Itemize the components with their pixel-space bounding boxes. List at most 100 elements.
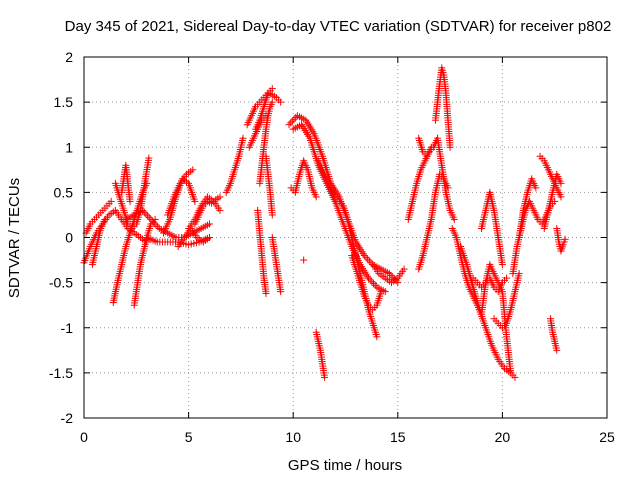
data-point: [126, 197, 134, 205]
series-t11: [159, 175, 199, 237]
data-point: [365, 257, 373, 265]
x-tick-label: 5: [185, 429, 193, 445]
y-tick-label: 2: [65, 49, 73, 65]
data-point: [268, 85, 276, 93]
series-t45: [553, 224, 569, 255]
data-point: [277, 98, 285, 106]
data-point: [300, 256, 308, 264]
data-point: [150, 219, 158, 227]
data-point: [107, 197, 115, 205]
data-point: [511, 373, 519, 381]
series-t27: [348, 252, 385, 314]
series-t15: [222, 134, 247, 196]
series-t37: [469, 274, 511, 296]
series-t02: [82, 197, 115, 237]
data-point: [366, 276, 374, 284]
data-point: [268, 98, 276, 106]
data-point: [154, 223, 162, 231]
series-t33: [431, 64, 454, 151]
data-point: [446, 143, 454, 151]
series-t05: [111, 154, 153, 232]
y-tick-label: -0.5: [49, 275, 73, 291]
x-tick-label: 20: [495, 429, 511, 445]
series-t34: [415, 134, 435, 160]
data-point: [139, 206, 147, 214]
x-tick-label: 25: [599, 429, 615, 445]
data-points: [80, 64, 569, 381]
data-point: [140, 208, 148, 216]
series-t26: [314, 157, 381, 341]
data-point: [370, 280, 378, 288]
data-point: [277, 288, 285, 296]
data-point: [145, 214, 153, 222]
data-point: [206, 234, 214, 241]
data-point: [290, 115, 298, 123]
y-axis-label: SDTVAR / TECUs: [6, 178, 23, 298]
series-t39: [490, 270, 523, 332]
data-point: [368, 278, 376, 286]
data-point: [553, 346, 561, 354]
y-tick-label: -1.5: [49, 365, 73, 381]
y-tick-label: 1.5: [54, 94, 74, 110]
y-tick-label: -2: [61, 410, 74, 426]
data-point: [216, 193, 224, 201]
data-point: [532, 184, 540, 192]
series-t43: [540, 170, 565, 232]
x-tick-label: 10: [285, 429, 301, 445]
data-point: [362, 253, 370, 261]
series-t29: [312, 328, 329, 381]
data-point: [444, 184, 452, 192]
data-point: [206, 220, 214, 228]
y-tick-label: 0.5: [54, 184, 74, 200]
data-point: [147, 215, 155, 223]
chart-title: Day 345 of 2021, Sidereal Day-to-day VTE…: [65, 18, 612, 35]
data-point: [321, 373, 329, 381]
data-point: [268, 211, 276, 219]
x-tick-label: 0: [80, 429, 88, 445]
data-point: [385, 270, 393, 278]
data-point: [450, 215, 458, 223]
data-point: [365, 274, 373, 282]
data-point: [144, 212, 152, 220]
data-point: [285, 121, 293, 129]
data-point: [364, 255, 372, 263]
series-t16: [243, 89, 285, 129]
series-t28: [369, 261, 408, 287]
data-point: [503, 274, 511, 282]
data-point: [377, 288, 385, 296]
data-point: [400, 265, 408, 273]
series-t07: [130, 215, 159, 309]
data-point: [216, 206, 224, 214]
series-t44: [547, 315, 561, 354]
data-point: [515, 270, 523, 278]
y-tick-label: 0: [65, 230, 73, 246]
y-axis: -2 -1.5 -1 -0.5 0 0.5 1 1.5 2: [49, 49, 607, 426]
series-t21: [262, 152, 276, 219]
data-point: [189, 166, 197, 174]
data-point: [360, 252, 368, 260]
data-point: [292, 113, 300, 121]
data-point: [191, 197, 199, 205]
x-tick-label: 15: [390, 429, 406, 445]
data-point: [498, 261, 506, 269]
x-axis-label: GPS time / hours: [288, 457, 402, 474]
data-point: [561, 235, 569, 243]
series-t20: [254, 206, 270, 297]
data-point: [371, 281, 379, 289]
data-point: [387, 271, 395, 279]
data-point: [367, 259, 375, 267]
series-t36: [457, 243, 515, 377]
data-point: [287, 119, 295, 127]
data-point: [262, 289, 270, 297]
series-t38: [477, 188, 506, 269]
y-tick-label: 1: [65, 139, 73, 155]
data-point: [101, 215, 109, 223]
series-t30: [300, 256, 308, 264]
series-t06: [118, 161, 134, 205]
data-point: [239, 134, 247, 142]
data-point: [149, 217, 157, 225]
data-point: [507, 369, 515, 377]
series-t14: [191, 193, 224, 228]
